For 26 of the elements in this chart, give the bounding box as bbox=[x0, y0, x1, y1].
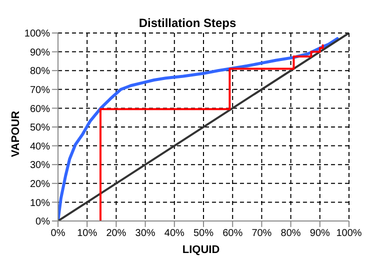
chart-title: Distillation Steps bbox=[138, 16, 238, 30]
y-tick-label: 60% bbox=[30, 104, 50, 115]
y-tick-label: 0% bbox=[36, 216, 50, 228]
x-tick-label: 0% bbox=[50, 228, 66, 240]
x-tick-label: 50% bbox=[193, 228, 214, 240]
line-series bbox=[99, 44, 324, 221]
x-tick-label: 90% bbox=[310, 228, 330, 240]
y-tick-label: 100% bbox=[24, 28, 50, 40]
x-tick-label: 70% bbox=[252, 228, 272, 240]
x-tick-label: 20% bbox=[106, 228, 126, 240]
y-tick-label: 20% bbox=[30, 178, 50, 190]
y-tick-label: 10% bbox=[30, 198, 50, 209]
y-tick-label: 70% bbox=[30, 84, 50, 96]
y-tick-label: 80% bbox=[30, 66, 50, 78]
x-tick-label: 100% bbox=[336, 228, 362, 240]
x-tick-label: 60% bbox=[222, 228, 243, 240]
y-tick-label: 40% bbox=[30, 141, 50, 152]
y-tick-label: 90% bbox=[30, 47, 50, 58]
x-tick-label: 30% bbox=[135, 228, 156, 240]
x-tick-label: 80% bbox=[280, 228, 301, 240]
y-axis-title: VAPOUR bbox=[10, 110, 22, 158]
y-tick-label: 30% bbox=[30, 160, 50, 172]
x-tick-label: 10% bbox=[77, 228, 98, 240]
x-tick-label: 40% bbox=[164, 228, 185, 240]
x-axis-title: LIQUID bbox=[181, 244, 221, 256]
y-tick-label: 50% bbox=[30, 122, 50, 134]
